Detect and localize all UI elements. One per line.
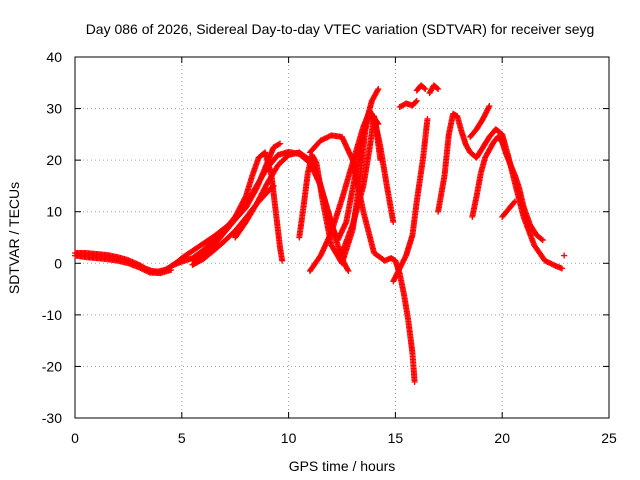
data-point xyxy=(413,97,420,104)
x-tick-label: 0 xyxy=(71,430,79,446)
y-tick-label: -20 xyxy=(42,358,62,374)
data-point xyxy=(539,237,546,244)
y-tick-label: -10 xyxy=(42,307,62,323)
data-point xyxy=(345,268,352,275)
data-point xyxy=(561,252,568,259)
data-point xyxy=(511,199,518,206)
data-point xyxy=(435,85,442,92)
y-tick-label: 0 xyxy=(54,255,62,271)
x-tick-label: 5 xyxy=(178,430,186,446)
y-tick-label: 40 xyxy=(46,49,62,65)
y-tick-label: -30 xyxy=(42,410,62,426)
data-point xyxy=(312,158,319,165)
data-point xyxy=(374,87,381,94)
y-tick-label: 30 xyxy=(46,101,62,117)
data-point xyxy=(344,266,351,273)
data-point xyxy=(421,85,428,92)
data-point xyxy=(422,85,429,92)
axis-ticks: 0 5 10 15 20 25 -30 -20 -10 0 10 20 30 40 xyxy=(42,49,617,446)
data-point xyxy=(390,219,397,226)
data-point xyxy=(275,141,282,148)
y-axis-label: SDTVAR / TECUs xyxy=(6,182,22,294)
x-tick-label: 10 xyxy=(281,430,297,446)
y-tick-label: 20 xyxy=(46,152,62,168)
data-point xyxy=(269,183,276,190)
data-point xyxy=(434,85,441,92)
data-point xyxy=(270,182,277,189)
data-point xyxy=(279,257,286,264)
x-tick-label: 15 xyxy=(388,430,404,446)
data-point xyxy=(486,102,493,109)
data-points xyxy=(72,82,568,385)
data-point xyxy=(538,236,545,243)
data-point xyxy=(559,265,566,272)
x-tick-label: 20 xyxy=(494,430,510,446)
data-point xyxy=(411,378,418,385)
data-point xyxy=(375,85,382,92)
plot-frame xyxy=(74,56,610,419)
x-axis-label: GPS time / hours xyxy=(289,458,396,474)
data-point xyxy=(412,98,419,105)
x-tick-label: 25 xyxy=(601,430,617,446)
data-point xyxy=(512,198,519,205)
data-point xyxy=(424,115,431,122)
y-tick-label: 10 xyxy=(46,204,62,220)
data-point xyxy=(277,140,284,147)
chart-title: Day 086 of 2026, Sidereal Day-to-day VTE… xyxy=(86,21,595,37)
